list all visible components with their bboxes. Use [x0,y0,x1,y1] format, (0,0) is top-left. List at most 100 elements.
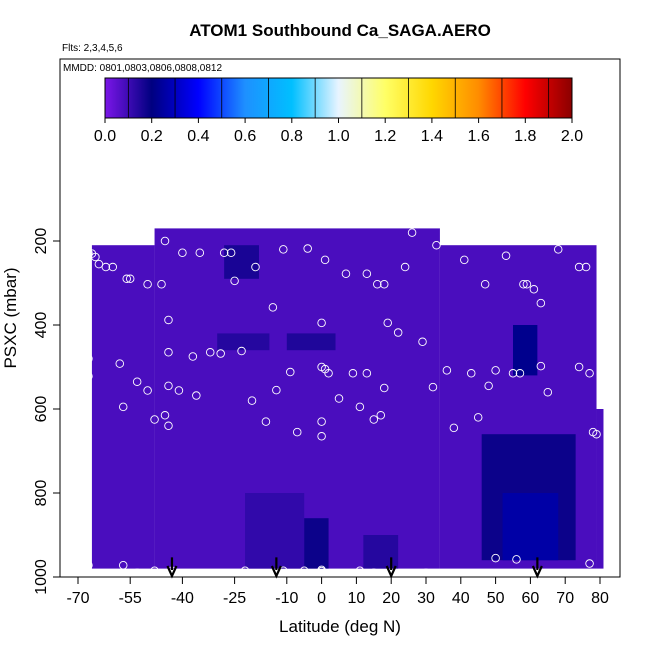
observation-point [132,377,142,386]
x-tick-label: -10 [275,590,298,607]
observation-point [150,415,159,424]
observation-point [341,269,351,279]
field-region-9 [363,535,399,569]
observation-point [317,566,326,576]
observation-point [376,411,386,420]
observation-point [164,348,173,357]
y-tick-label: 1000 [33,559,50,595]
x-tick-label: -40 [171,590,194,607]
observation-point [320,255,330,265]
observation-point [508,369,518,378]
observation-point [460,255,469,265]
observation-point [432,240,441,250]
field-region-4 [224,245,259,279]
arrow-marker [531,557,543,579]
observation-point [536,298,546,308]
observation-point [178,248,187,258]
colorbar-gradient [104,77,573,119]
observation-point [348,369,358,378]
observation-point [84,371,93,381]
observation-point [379,383,389,393]
y-tick-label: 600 [33,396,50,423]
x-tick-label: 30 [417,590,435,607]
x-tick-label: -25 [223,590,246,607]
observation-point [491,366,500,375]
observation-point [299,566,309,575]
observation-point [195,248,205,258]
observation-point [108,262,118,272]
colorbar-tick-label: 1.8 [514,128,536,145]
dates-note: MMDD: 0801,0803,0806,0808,0812 [63,63,222,74]
observation-point [84,248,93,258]
observation-point [543,387,553,397]
y-tick-label: 800 [33,480,50,507]
observation-point [84,560,93,570]
observation-point [418,337,427,347]
observation-point [324,369,333,378]
field-region-7 [245,493,305,569]
y-axis-label: PSXC (mbar) [1,267,20,368]
observation-point [585,559,594,568]
observation-point [484,381,493,391]
x-tick-label: 70 [556,590,574,607]
observation-point [219,248,229,258]
colorbar-tick-label: 0.2 [141,128,163,145]
observation-point [292,427,302,437]
plot-frame [59,58,621,578]
observation-point [369,568,379,578]
observation-point [230,276,239,286]
observation-point [160,236,170,246]
x-axis-label: Latitude (deg N) [279,617,401,636]
observation-point [466,369,476,378]
observation-point [150,566,159,575]
observation-point [442,366,452,375]
x-tick-label: 0 [317,590,326,607]
observation-point [501,251,511,260]
observation-point [101,262,111,272]
colorbar-tick-label: 0.4 [187,128,209,145]
observation-point [132,568,142,578]
observation-point [379,280,389,289]
observation-point [519,280,528,289]
observation-point [480,280,490,289]
colorbar-tick-label: 2.0 [561,128,583,145]
arrow-marker [270,557,282,579]
x-axis: -70 -55 -40 -25 -10 0 10 20 30 40 50 60 70 80 [66,577,609,607]
observation-point [334,394,344,403]
observation-point [143,280,152,289]
observation-point [240,566,250,575]
observation-point [355,402,365,412]
observation-point [160,411,170,420]
observation-point [91,252,100,262]
field-region-3 [596,409,604,569]
x-tick-label: 80 [591,590,609,607]
colorbar-tick-label: 1.0 [327,128,349,145]
observation-point [118,560,128,570]
field-region-5 [286,333,336,351]
observation-point [122,274,131,284]
observation-point [536,361,546,371]
observation-point [118,402,128,412]
observation-point [407,228,417,237]
arrow-marker [385,557,397,579]
observation-point [216,349,225,358]
observation-point [393,328,403,337]
observation-point [272,385,281,395]
x-tick-label: -55 [119,590,142,607]
observation-point [515,369,525,378]
observation-point [449,423,459,433]
observation-point [581,262,591,272]
field-region-0 [91,245,155,569]
observation-point [84,354,93,363]
chart-title: ATOM1 Southbound Ca_SAGA.AERO [189,21,491,40]
observation-point [157,280,166,289]
observation-point [428,382,438,392]
observation-point [303,244,312,253]
observation-point [317,432,326,441]
observation-point [369,415,379,424]
field-region-10 [513,325,538,376]
observation-point [400,262,410,272]
observation-point [237,346,246,356]
observation-point [125,274,135,284]
observation-point [286,367,295,377]
